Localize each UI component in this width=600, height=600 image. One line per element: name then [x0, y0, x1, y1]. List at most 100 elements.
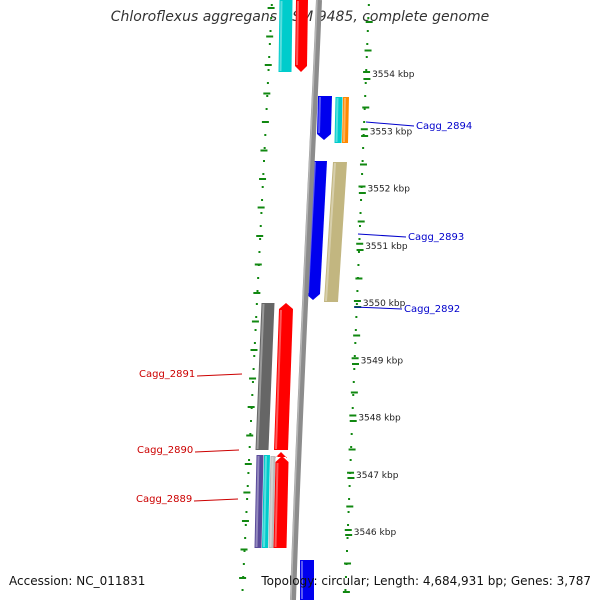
gene-features — [254, 0, 349, 600]
reverse-cds-bottom — [300, 560, 314, 600]
ruler-tick-label: 3552 kbp — [368, 185, 411, 195]
gene-label-leader — [353, 306, 403, 310]
ruler-tick-label: 3547 kbp — [356, 471, 399, 481]
tick-dot-left — [246, 485, 249, 487]
purple-feature-cagg-2889-shine — [255, 455, 260, 548]
gene-label-leader — [193, 498, 239, 502]
tick-dot-right — [361, 160, 364, 162]
accession-text: Accession: NC_011831 — [9, 574, 146, 588]
tick-dot-left — [269, 30, 272, 32]
tick-dot-left — [246, 498, 249, 500]
tick-dot-left — [265, 108, 268, 110]
tick-dot-right — [348, 485, 351, 487]
topology-summary: Topology: circular; Length: 4,684,931 bp… — [261, 574, 591, 588]
tick-dot-right — [365, 56, 368, 58]
forward-cds-cagg-2891-shine — [275, 309, 282, 450]
tick-dot-right — [363, 108, 366, 110]
tick-dot-right — [356, 290, 359, 292]
tick-dot-right — [359, 212, 362, 214]
tick-dot-left — [259, 225, 262, 227]
tick-dot-left — [248, 446, 251, 448]
tick-dot-right — [346, 537, 349, 539]
tick-dot-right — [349, 459, 352, 461]
tick-dot-right — [350, 446, 353, 448]
gene-label: Cagg_2894 — [416, 121, 472, 132]
tick-dot-right — [357, 264, 360, 266]
tick-dot-right — [344, 589, 347, 591]
rna-cagg-2889 — [262, 455, 270, 548]
tick-dot-left — [261, 186, 264, 188]
tick-dot-right — [347, 524, 350, 526]
ruler-tick-label: 3549 kbp — [361, 356, 404, 366]
tick-dot-left — [253, 342, 256, 344]
ruler-ticks: 3554 kbp 3553 kbp 3552 kbp 3551 kbp 3550 kbp… — [344, 70, 415, 538]
tick-dot-right — [347, 511, 350, 513]
genome-backbone — [290, 0, 322, 600]
rna-cagg-2894 — [334, 97, 343, 143]
rna-feature-top-shine — [279, 0, 283, 72]
forward-cds-cagg-2891 — [274, 303, 293, 450]
tick-dot-right — [352, 394, 355, 396]
tick-dot-left — [254, 329, 257, 331]
reverse-cds-cagg-2894 — [317, 96, 332, 140]
tick-dot-right — [360, 199, 363, 201]
reverse-cds-cagg-2894-shine — [318, 96, 321, 134]
tick-dot-left — [260, 212, 263, 214]
tick-dot-left — [267, 69, 270, 71]
tick-dot-right — [366, 43, 369, 45]
tick-dot-right — [366, 30, 369, 32]
khaki-feature-cagg-2893 — [324, 162, 347, 302]
tick-dot-left — [252, 368, 255, 370]
tick-dot-right — [354, 342, 357, 344]
gene-label-leader — [196, 373, 243, 377]
tick-dot-left — [261, 199, 264, 201]
tick-dot-left — [270, 17, 273, 19]
tick-dot-left — [241, 589, 244, 591]
ruler-tick-label: 3546 kbp — [354, 528, 397, 538]
orange-feature-cagg-2894-shine — [343, 97, 346, 143]
tick-dot-left — [251, 394, 254, 396]
rna-feature-top — [278, 0, 293, 72]
forward-cds-cagg-2889-shine — [274, 462, 279, 548]
tick-dot-right — [364, 82, 367, 84]
rna-cagg-2894-shine — [335, 97, 339, 143]
gene-label: Cagg_2893 — [408, 232, 464, 243]
tick-dot-right — [351, 407, 354, 409]
genome-backbone-edge — [290, 0, 318, 600]
tick-dot-left — [257, 277, 260, 279]
light-feature-cagg-2889-shine — [269, 456, 274, 548]
tick-dot-right — [353, 368, 356, 370]
tick-dot-right — [365, 69, 368, 71]
gray-feature-cagg-2891 — [255, 303, 275, 450]
tick-dot-right — [367, 17, 370, 19]
tick-dot-right — [353, 355, 356, 357]
tick-dot-right — [361, 173, 364, 175]
tick-dot-right — [363, 121, 366, 123]
tick-dot-right — [350, 433, 353, 435]
orange-feature-cagg-2894 — [342, 97, 349, 143]
ruler-tick-label: 3548 kbp — [358, 414, 401, 424]
gene-label-leader — [357, 233, 407, 238]
tick-dot-left — [266, 82, 269, 84]
tick-dot-left — [253, 355, 256, 357]
tick-dot-left — [249, 433, 252, 435]
tick-dot-right — [348, 498, 351, 500]
gene-label: Cagg_2892 — [404, 304, 460, 315]
tick-dot-left — [268, 56, 271, 58]
tick-dot-left — [250, 420, 252, 422]
khaki-feature-cagg-2893-shine — [325, 162, 336, 302]
forward-cds-cagg-2889 — [273, 456, 289, 548]
tick-dot-right — [344, 576, 347, 578]
tick-dot-left — [262, 173, 265, 175]
tick-dot-right — [346, 550, 348, 552]
purple-feature-cagg-2889 — [254, 455, 264, 548]
tick-dot-left — [256, 290, 259, 292]
ruler-tick-label: 3550 kbp — [363, 299, 406, 309]
tick-dot-left — [264, 134, 267, 136]
tick-dot-left — [244, 537, 247, 539]
tick-dot-left — [270, 4, 273, 6]
gene-label-leader — [194, 449, 240, 453]
gene-label: Cagg_2890 — [137, 445, 193, 456]
tick-dot-right — [354, 329, 357, 331]
